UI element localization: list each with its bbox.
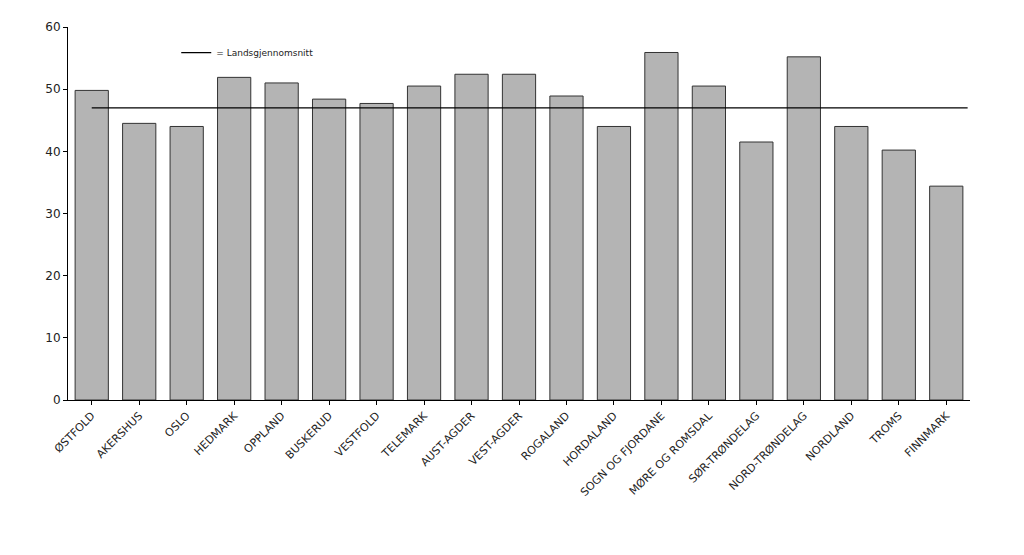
svg-text:TROMS: TROMS — [867, 410, 905, 448]
svg-text:TELEMARK: TELEMARK — [379, 409, 431, 461]
svg-text:FINNMARK: FINNMARK — [902, 409, 953, 460]
svg-text:NORDLAND: NORDLAND — [803, 410, 857, 464]
svg-text:SOGN OG FJORDANE: SOGN OG FJORDANE — [578, 409, 667, 498]
svg-text:AUST-AGDER: AUST-AGDER — [418, 409, 478, 469]
svg-text:SØR-TRØNDELAG: SØR-TRØNDELAG — [686, 410, 762, 486]
svg-text:10: 10 — [45, 331, 60, 345]
svg-text:HEDMARK: HEDMARK — [192, 409, 241, 458]
svg-text:20: 20 — [45, 269, 60, 283]
svg-text:60: 60 — [45, 20, 60, 34]
svg-text:NORD-TRØNDELAG: NORD-TRØNDELAG — [727, 410, 810, 493]
svg-text:OPPLAND: OPPLAND — [241, 410, 287, 456]
svg-text:BUSKERUD: BUSKERUD — [283, 410, 335, 462]
svg-text:40: 40 — [45, 145, 60, 159]
svg-text:VESTFOLD: VESTFOLD — [333, 410, 383, 460]
svg-text:AKERSHUS: AKERSHUS — [94, 410, 145, 461]
svg-text:OSLO: OSLO — [162, 409, 193, 440]
svg-text:HORDALAND: HORDALAND — [561, 410, 620, 469]
svg-text:VEST-AGDER: VEST-AGDER — [466, 409, 525, 468]
svg-text:= Landsgjennomsnitt: = Landsgjennomsnitt — [216, 48, 313, 58]
svg-text:ROGALAND: ROGALAND — [519, 410, 573, 464]
svg-text:0: 0 — [53, 393, 61, 407]
svg-text:MØRE OG ROMSDAL: MØRE OG ROMSDAL — [627, 409, 716, 498]
svg-text:30: 30 — [45, 207, 60, 221]
svg-text:50: 50 — [45, 82, 60, 96]
svg-text:ØSTFOLD: ØSTFOLD — [52, 410, 98, 456]
